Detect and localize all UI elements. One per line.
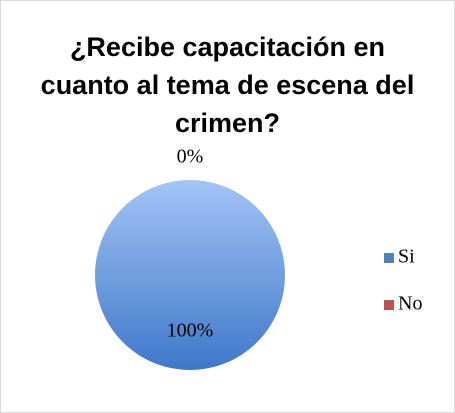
chart-title: ¿Recibe capacitación en cuanto al tema d… <box>40 32 415 138</box>
pie-slice <box>95 180 285 370</box>
legend-label: Si <box>398 246 415 268</box>
data-label: 100% <box>167 320 214 342</box>
data-label: 0% <box>177 146 204 168</box>
legend-label: No <box>398 293 422 315</box>
legend-swatch <box>384 253 394 263</box>
legend-swatch <box>384 300 394 310</box>
